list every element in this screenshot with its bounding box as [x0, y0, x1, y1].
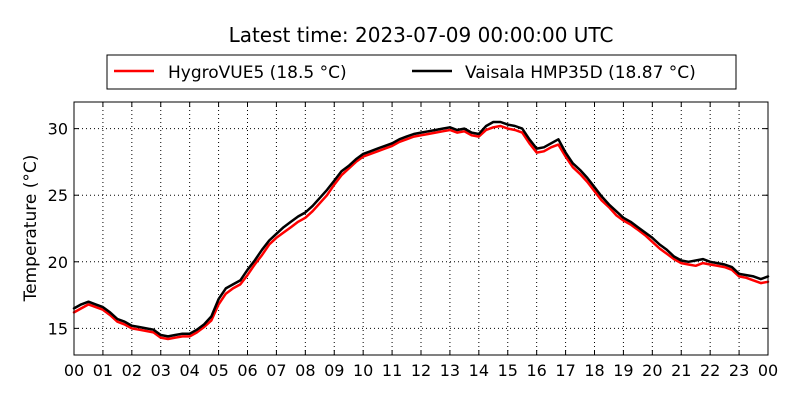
x-tick-label: 10: [353, 361, 373, 380]
y-tick-label: 25: [48, 186, 68, 205]
grid: [74, 102, 768, 355]
y-axis-label: Temperature (°C): [21, 155, 41, 303]
series-line-hygrovue5: [72, 124, 770, 341]
legend-label-vaisala: Vaisala HMP35D (18.87 °C): [465, 63, 696, 83]
x-tick-label: 01: [93, 361, 113, 380]
plot-area: [73, 101, 769, 356]
x-tick-label: 13: [440, 361, 460, 380]
x-tick-label: 23: [729, 361, 749, 380]
legend: HygroVUE5 (18.5 °C) Vaisala HMP35D (18.8…: [106, 54, 737, 90]
x-tick-label: 16: [526, 361, 546, 380]
series-layer: [72, 120, 770, 341]
y-axis: 15 20 25 30: [48, 120, 768, 338]
x-tick-label: 12: [411, 361, 431, 380]
x-tick-label: 17: [555, 361, 575, 380]
x-axis: 00 01 02 03 04 05 06 07 08 09 10 11 12 13 14 15 16 17 18 19…: [64, 102, 778, 380]
x-tick-label: 15: [498, 361, 518, 380]
x-tick-label: 21: [671, 361, 691, 380]
x-tick-label: 02: [122, 361, 142, 380]
y-tick-label: 15: [48, 319, 68, 338]
x-tick-label: 20: [642, 361, 662, 380]
x-tick-label: 18: [584, 361, 604, 380]
series-line-vaisala: [72, 120, 770, 338]
x-tick-label: 22: [700, 361, 720, 380]
x-tick-label: 05: [208, 361, 228, 380]
x-tick-label: 14: [469, 361, 489, 380]
x-tick-label: 19: [613, 361, 633, 380]
x-tick-label: 04: [179, 361, 199, 380]
x-tick-label: 03: [151, 361, 171, 380]
x-tick-label: 00: [64, 361, 84, 380]
x-tick-label: 06: [237, 361, 257, 380]
x-tick-label: 00: [758, 361, 778, 380]
x-tick-label: 11: [382, 361, 402, 380]
chart-title: Latest time: 2023-07-09 00:00:00 UTC: [229, 23, 614, 47]
x-tick-label: 09: [324, 361, 344, 380]
x-tick-label: 08: [295, 361, 315, 380]
legend-label-hygrovue5: HygroVUE5 (18.5 °C): [168, 63, 347, 83]
y-tick-label: 20: [48, 253, 68, 272]
x-tick-label: 07: [266, 361, 286, 380]
y-tick-label: 30: [48, 120, 68, 139]
